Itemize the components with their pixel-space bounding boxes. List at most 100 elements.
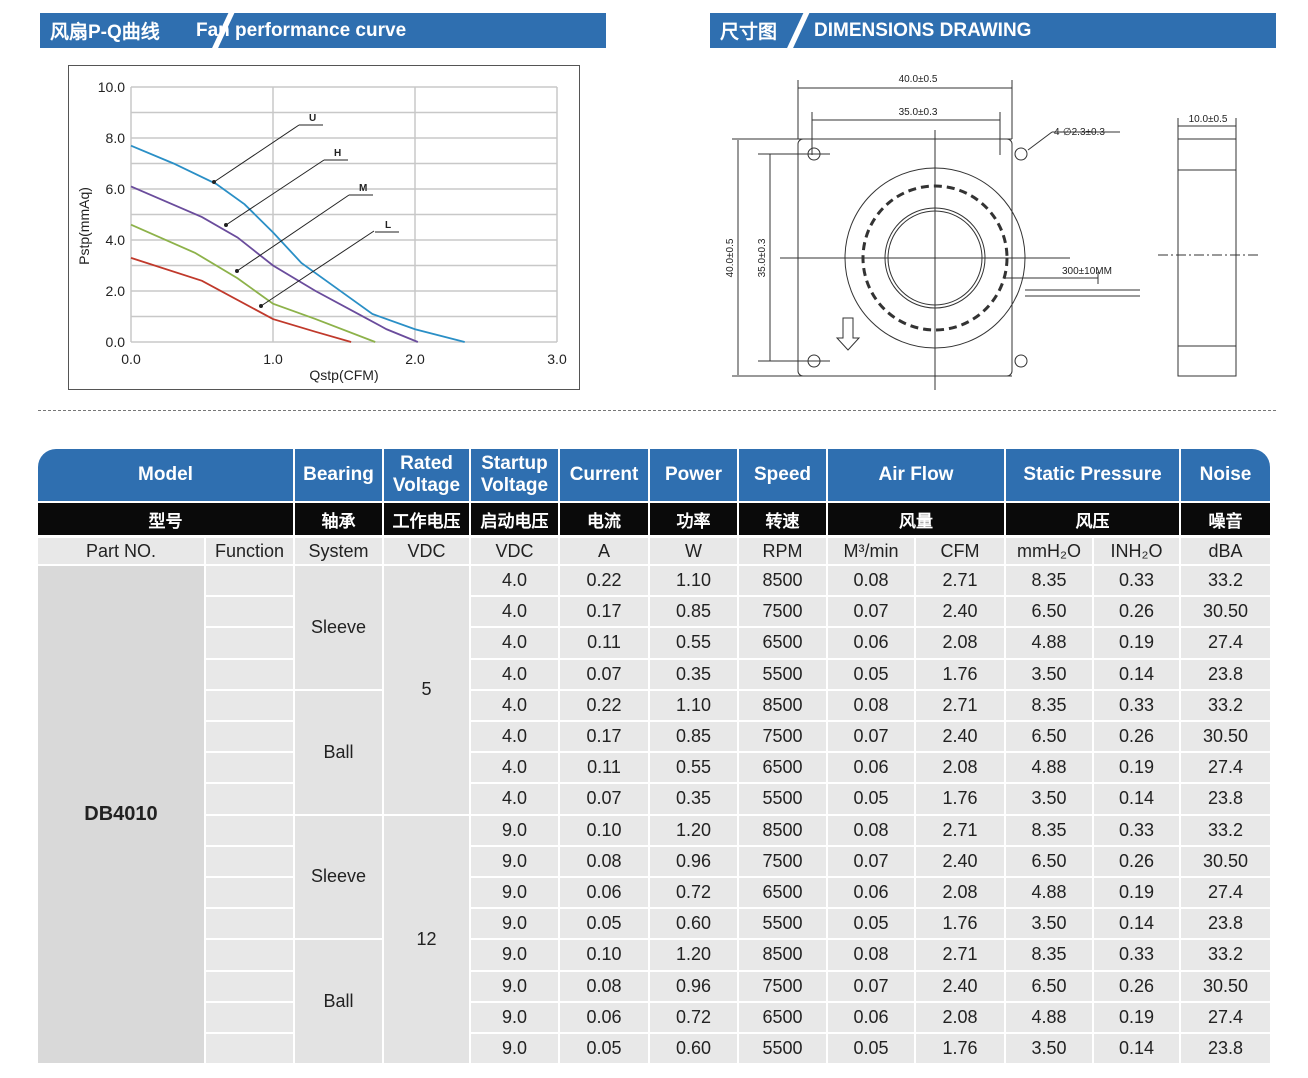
dim-outer-height: 40.0±0.5 [725,238,736,277]
dimensions-title-cn: 尺寸图 [720,22,778,43]
table-cell: 30.50 [1181,971,1270,1001]
x-axis-label: Qstp(CFM) [309,367,378,383]
table-cell: 0.72 [650,878,737,908]
arrowhead [259,304,263,308]
table-cell: 3.50 [1006,909,1092,939]
table-cell: 0.10 [560,940,648,970]
mount-hole-icon [1014,147,1028,161]
table-cell: 6.50 [1006,722,1092,752]
arrow-icon [260,230,375,307]
table-cell: 3.50 [1006,1034,1092,1064]
table-cell: 0.06 [828,753,914,783]
table-cell: 4.0 [471,784,558,814]
dimensions-title-en: DIMENSIONS DRAWING [814,19,1032,41]
table-cell: 0.10 [560,815,648,845]
table-cell: 2.08 [916,753,1004,783]
table-cell: 9.0 [471,815,558,845]
x-tick-label: 1.0 [263,351,283,367]
table-cell: 4.0 [471,659,558,689]
table-cell: 2.08 [916,878,1004,908]
dim-hole-width: 35.0±0.3 [899,107,938,118]
table-cell: 0.14 [1094,1034,1179,1064]
header-power: Power [650,449,737,501]
table-cell: 0.14 [1094,909,1179,939]
table-cell: 0.96 [650,846,737,876]
unit-header: A [560,538,648,564]
table-cell: 0.19 [1094,1002,1179,1032]
table-cell: 8500 [739,566,826,596]
table-cell: 4.0 [471,722,558,752]
table-cell: 2.40 [916,597,1004,627]
bearing-type: Sleeve [295,815,382,939]
table-cell: 8.35 [1006,815,1092,845]
table-cell: 27.4 [1181,753,1270,783]
table-cell: 9.0 [471,909,558,939]
table-cell: 7500 [739,846,826,876]
table-cell: 23.8 [1181,659,1270,689]
table-cell: 2.40 [916,722,1004,752]
table-cell: 6500 [739,628,826,658]
table-cell: 2.71 [916,815,1004,845]
table-cell: 0.08 [828,566,914,596]
table-cell: 8500 [739,815,826,845]
rated-voltage: 12 [384,815,469,1064]
bearing-type: Ball [295,690,382,814]
table-cell: 23.8 [1181,1034,1270,1064]
y-tick-label: 6.0 [106,181,126,197]
table-cell: 8500 [739,940,826,970]
function-cell [206,940,293,970]
mount-hole-icon [1014,354,1028,368]
table-cell: 0.33 [1094,566,1179,596]
function-cell [206,878,293,908]
table-cell: 5500 [739,784,826,814]
table-cell: 0.05 [560,1034,648,1064]
y-tick-label: 2.0 [106,283,126,299]
header-cn: 转速 [739,503,826,535]
dimensions-banner: 尺寸图 DIMENSIONS DRAWING [710,11,1276,51]
table-cell: 3.50 [1006,784,1092,814]
series-label: H [334,148,341,159]
function-cell [206,597,293,627]
arrow-icon [236,194,350,272]
table-cell: 4.88 [1006,628,1092,658]
table-cell: 0.06 [828,1002,914,1032]
table-cell: 0.11 [560,628,648,658]
table-cell: 0.08 [560,846,648,876]
unit-header: M³/min [828,538,914,564]
table-cell: 0.05 [560,909,648,939]
header-model: Model [38,449,293,501]
table-cell: 0.85 [650,722,737,752]
header-cn: 型号 [38,503,293,535]
table-cell: 0.19 [1094,628,1179,658]
table-cell: 0.22 [560,566,648,596]
table-cell: 7500 [739,597,826,627]
table-cell: 9.0 [471,878,558,908]
table-cell: 0.07 [828,846,914,876]
table-cell: 27.4 [1181,628,1270,658]
table-cell: 2.40 [916,846,1004,876]
table-cell: 0.26 [1094,722,1179,752]
series-line-U [130,144,465,343]
header-cn: 启动电压 [471,503,558,535]
dimensions-drawing: 40.0±0.5 35.0±0.3 4-∅2.3±0.3 300±10MM 10… [700,60,1280,395]
table-cell: 33.2 [1181,690,1270,720]
table-cell: 8.35 [1006,566,1092,596]
unit-header: mmH₂O [1006,538,1092,564]
table-cell: 2.71 [916,690,1004,720]
x-tick-label: 0.0 [121,351,141,367]
table-cell: 0.08 [828,690,914,720]
fan-drawing-svg: 40.0±0.5 35.0±0.3 4-∅2.3±0.3 300±10MM 10… [725,74,1260,390]
table-cell: 0.07 [560,659,648,689]
pq-chart: 0.0 2.0 4.0 6.0 8.0 10.0 0.0 1.0 2.0 3.0 Pstp(mmA… [68,65,580,390]
table-cell: 4.88 [1006,878,1092,908]
function-cell [206,566,293,596]
table-cell: 6500 [739,878,826,908]
table-cell: 4.88 [1006,1002,1092,1032]
table-cell: 0.14 [1094,659,1179,689]
table-cell: 4.0 [471,628,558,658]
unit-header: RPM [739,538,826,564]
table-cell: 9.0 [471,1034,558,1064]
unit-header: INH₂O [1094,538,1179,564]
table-cell: 33.2 [1181,566,1270,596]
series-label: U [309,113,316,124]
